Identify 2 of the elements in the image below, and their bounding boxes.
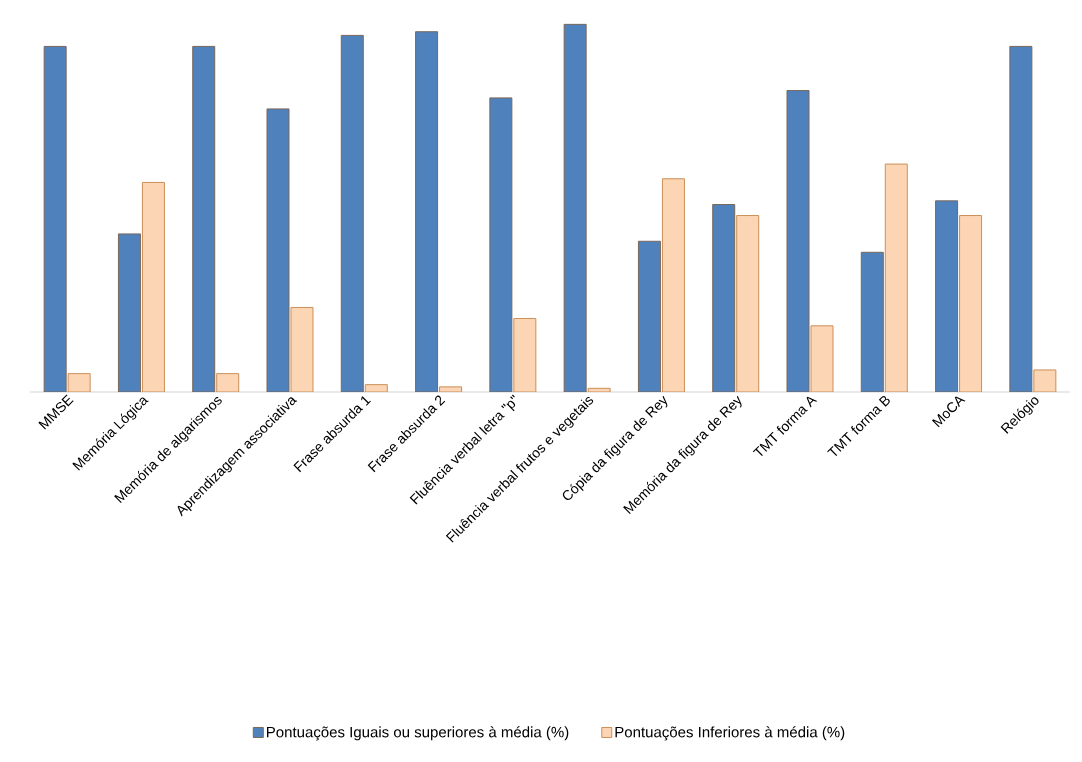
legend-label: Pontuações Inferiores à média (%): [615, 726, 845, 741]
legend-label: Pontuações Iguais ou superiores à média (%): [267, 726, 569, 741]
